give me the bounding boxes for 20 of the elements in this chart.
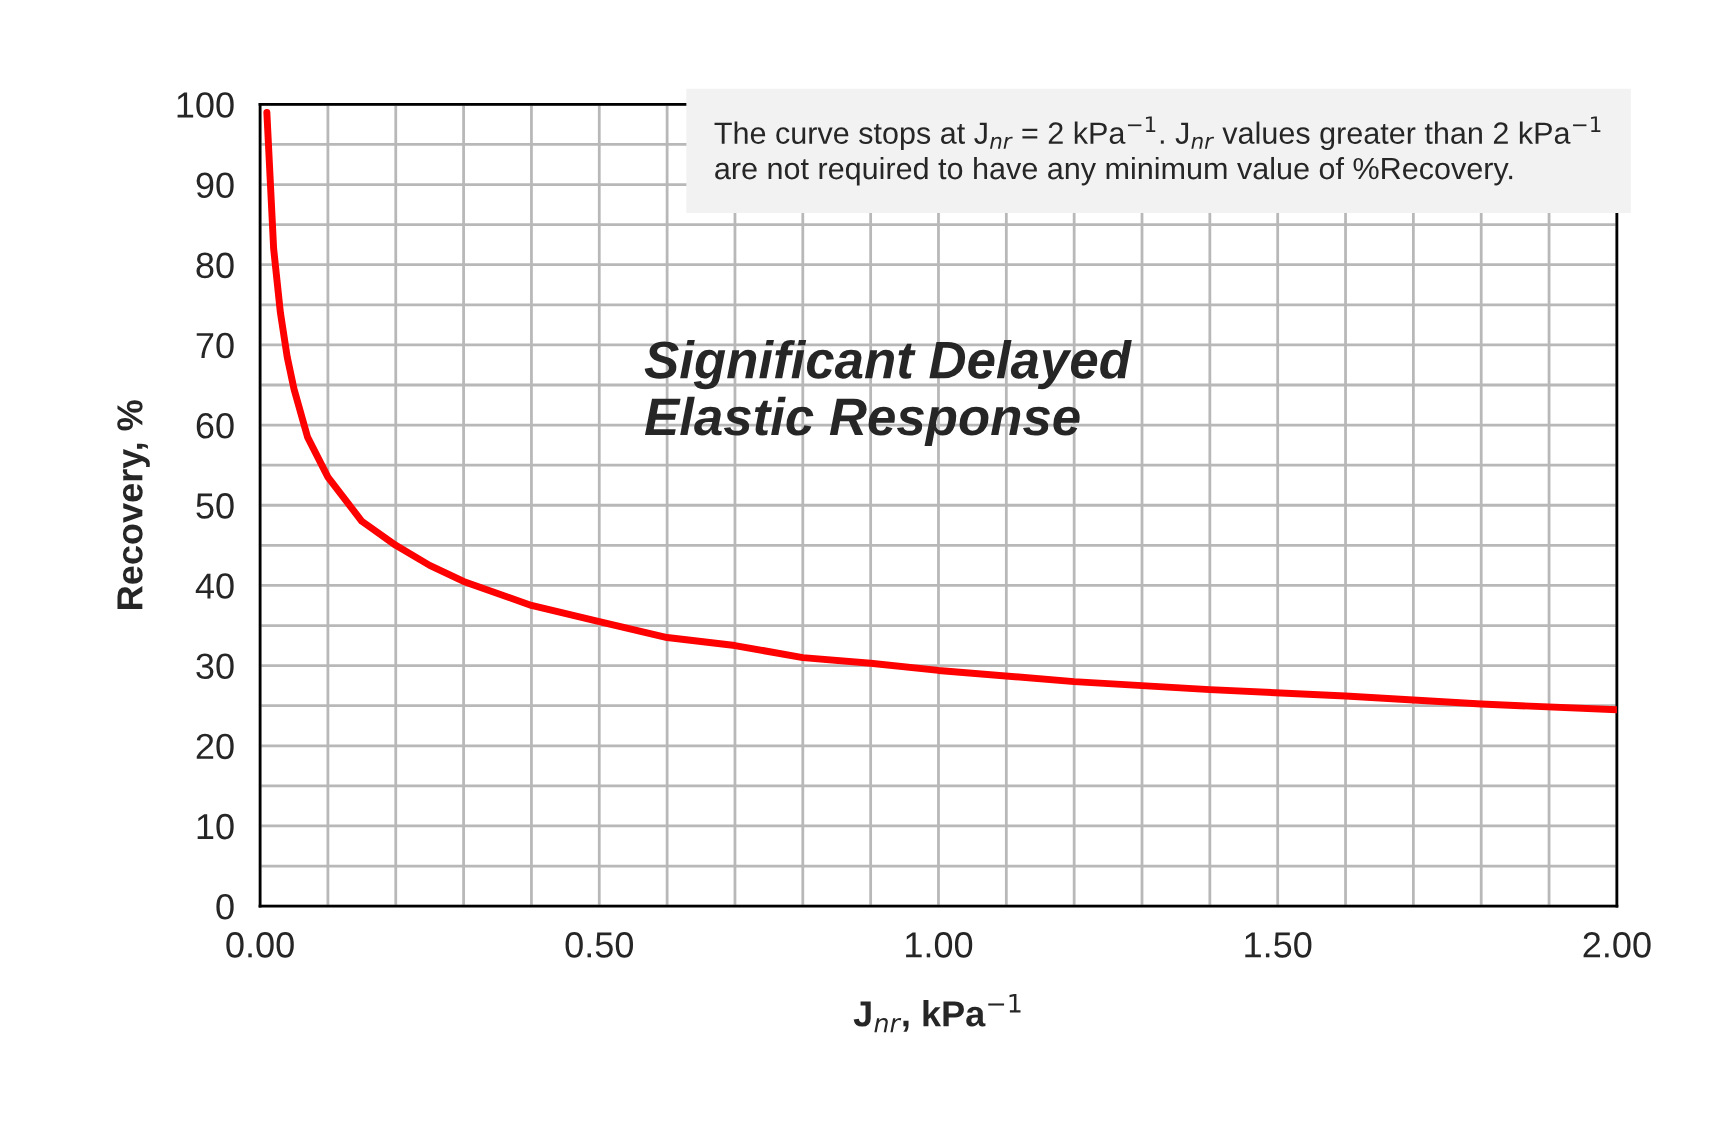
y-tick-label: 0 bbox=[216, 894, 234, 920]
text: The curve stops at J$_{nr}$ = 2 kPa$^{−1}$. J$_{nr}$ values greater than 2 kPa$^{−1}$ are not required to have any minimum value of %Recovery. bbox=[714, 116, 1601, 186]
x-tick-label: 0.50 bbox=[565, 932, 634, 958]
y-tick-label: 60 bbox=[196, 412, 234, 439]
x-tick-label: 1.00 bbox=[906, 932, 973, 958]
annotation: Significant Delayed Elastic Response bbox=[644, 339, 1132, 447]
y-tick-label: 10 bbox=[197, 813, 234, 840]
x-axis-title: J$_{nr}$, kPa$^{−1}$ bbox=[853, 993, 1021, 1033]
y-tick-label: 30 bbox=[196, 653, 234, 680]
x-tick-label: 1.50 bbox=[1245, 932, 1312, 958]
y-tick-label: 70 bbox=[196, 332, 234, 359]
y-tick-label: 80 bbox=[196, 252, 234, 279]
y-tick-label: 50 bbox=[196, 493, 234, 519]
x-tick-label: 0.00 bbox=[226, 932, 294, 958]
y-tick-label: 100 bbox=[177, 92, 234, 118]
y-tick-label: 90 bbox=[196, 172, 234, 198]
y-tick-label: 20 bbox=[196, 733, 234, 760]
y-tick-label: 40 bbox=[195, 573, 234, 599]
x-tick-label: 2.00 bbox=[1583, 932, 1651, 958]
y-axis-title: Recovery, % bbox=[117, 400, 150, 609]
